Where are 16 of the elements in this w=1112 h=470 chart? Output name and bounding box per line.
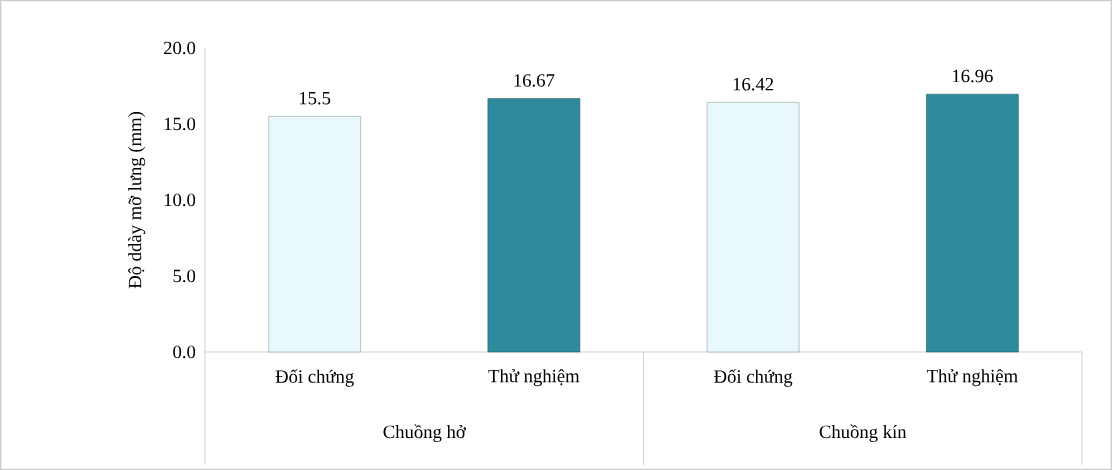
y-tick-label: 20.0 — [164, 41, 196, 55]
text: Chuồng kín — [819, 424, 907, 443]
data-label: 16.96 — [953, 69, 993, 83]
y-tick-label: 10.0 — [164, 193, 196, 207]
y-axis-title: Độ ddày mỡ lưng (mm) — [128, 112, 146, 289]
x-tick-label: Thử nghiệm — [488, 369, 580, 387]
y-tick-label: 5.0 — [173, 269, 196, 283]
data-label: 16.67 — [514, 74, 555, 87]
x-tick-label: Đối chứng — [714, 369, 793, 387]
data-label: 15.5 — [299, 91, 331, 105]
text: Chuồng hở — [383, 424, 466, 443]
x-tick-label: Thử nghiệm — [926, 369, 1018, 387]
y-tick-label: 0.0 — [173, 345, 196, 359]
data-label: 16.42 — [733, 77, 774, 91]
x-tick-label: Đối chứng — [275, 369, 354, 387]
y-tick-label: 15.0 — [164, 117, 196, 131]
